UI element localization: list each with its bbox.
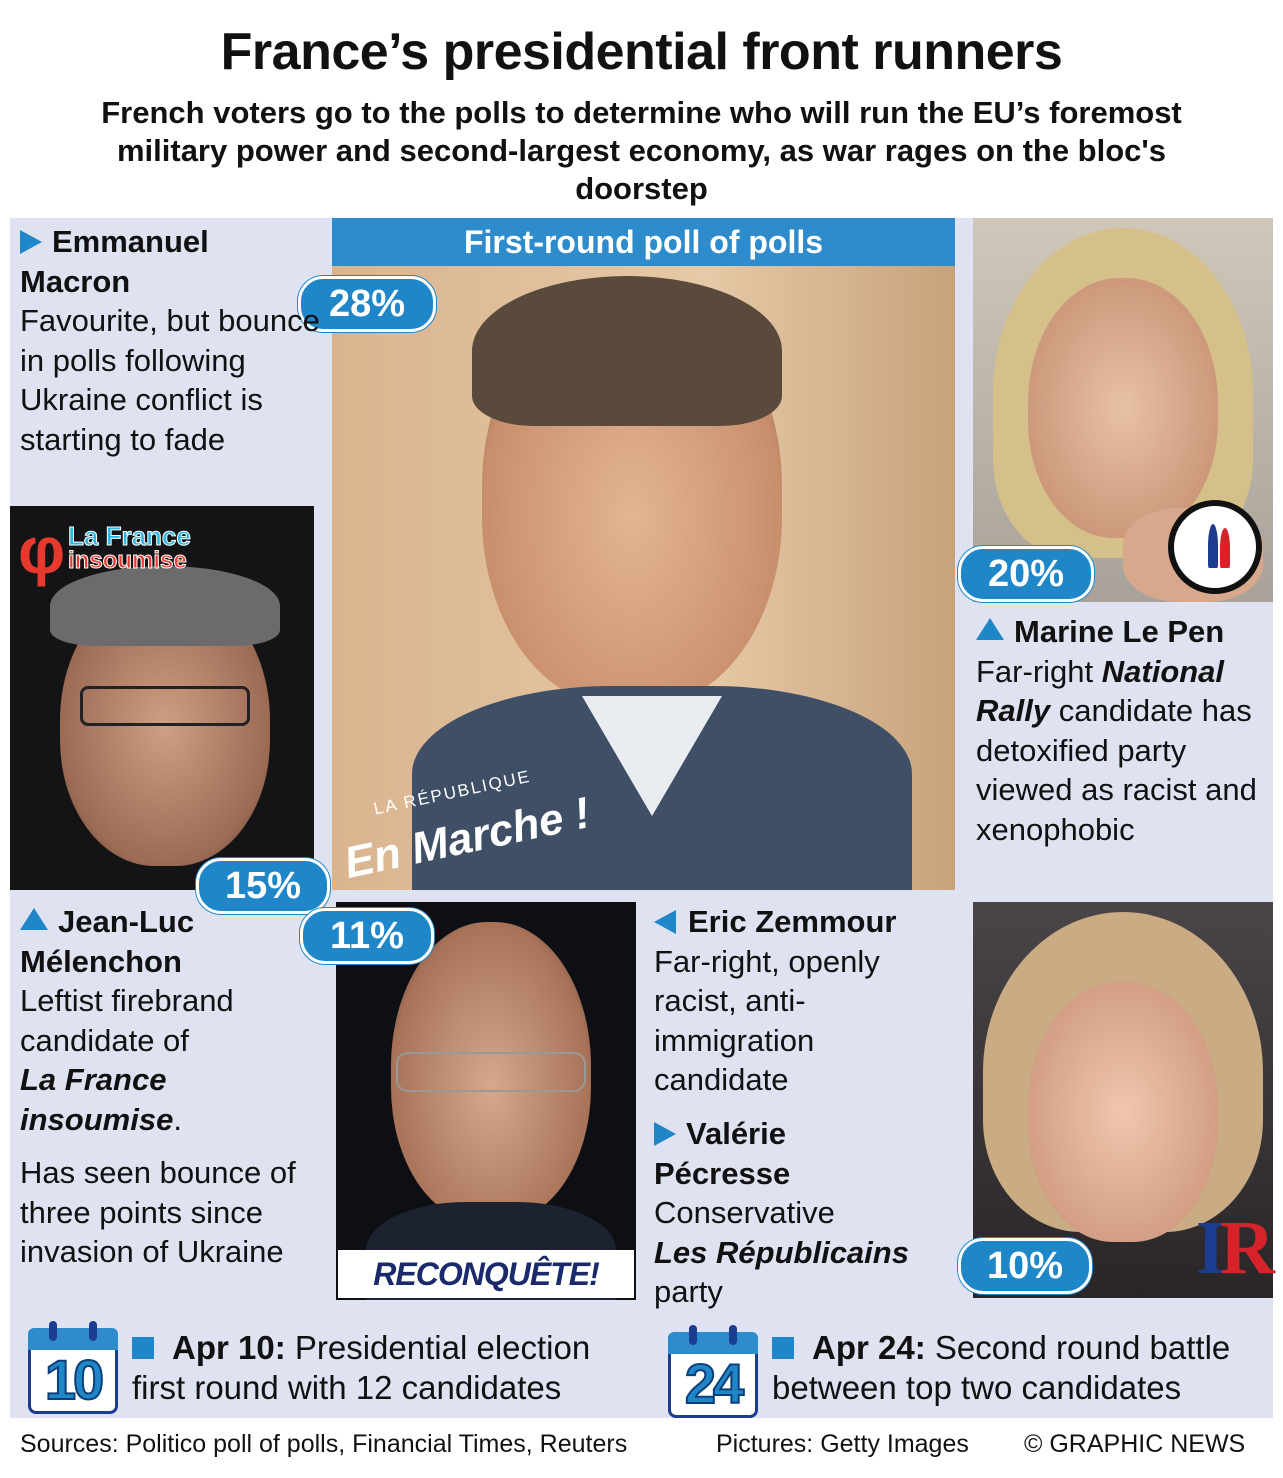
zemmour-poll-badge: 11% xyxy=(300,908,434,964)
triangle-up-icon xyxy=(976,618,1004,640)
poll-header: First-round poll of polls xyxy=(332,218,955,266)
zemmour-name-text: Eric Zemmour xyxy=(688,904,897,939)
pecresse-photo xyxy=(973,902,1273,1298)
date-2: Apr 24: Second round battle between top … xyxy=(772,1328,1272,1408)
reconquete-logo: RECONQUÊTE! xyxy=(338,1250,634,1298)
pecresse-poll-badge: 10% xyxy=(958,1238,1092,1294)
triangle-up-icon xyxy=(20,908,48,930)
phi-icon: φ xyxy=(18,513,66,587)
lfi-logo-line1: La France xyxy=(68,521,192,551)
date-2-label: Apr 24: xyxy=(812,1329,926,1366)
calendar-icon: 10 xyxy=(28,1321,118,1414)
pecresse-text: Valérie Pécresse Conservative Les Républ… xyxy=(654,1114,964,1312)
calendar-day: 24 xyxy=(684,1352,745,1416)
macron-name-line2: Macron xyxy=(20,263,131,299)
rn-flame-red xyxy=(1220,528,1230,568)
le-pen-text: Marine Le Pen Far-right National Rally c… xyxy=(976,612,1266,849)
le-pen-party: National Rally xyxy=(976,653,1225,729)
zemmour-text: Eric Zemmour Far-right, openly racist, a… xyxy=(654,902,954,1100)
melenchon-photo xyxy=(10,506,314,890)
pecresse-name-line2: Pécresse xyxy=(654,1155,791,1191)
macron-description: Favourite, but bounce in polls following… xyxy=(20,303,320,457)
pecresse-name-line1: Valérie xyxy=(686,1116,786,1151)
melenchon-desc-pre: Leftist firebrand candidate of xyxy=(20,983,234,1058)
melenchon-party: La France insoumise xyxy=(20,1062,174,1137)
date-1-text: Presidential election first round with 1… xyxy=(132,1329,591,1406)
le-pen-desc-post: candidate has detoxified party viewed as… xyxy=(976,693,1257,847)
date-1-label: Apr 10: xyxy=(172,1329,286,1366)
footer-sources: Sources: Politico poll of polls, Financi… xyxy=(20,1430,628,1458)
rn-flame-blue xyxy=(1208,524,1218,568)
date-2-text: Second round battle between top two cand… xyxy=(772,1329,1231,1406)
triangle-right-icon xyxy=(20,230,42,254)
page-title: France’s presidential front runners xyxy=(220,23,1063,81)
pecresse-desc-post: party xyxy=(654,1274,723,1309)
pecresse-name: Valérie Pécresse xyxy=(654,1114,964,1193)
lr-letter-l: I xyxy=(1196,1206,1226,1290)
melenchon-name-line2: Mélenchon xyxy=(20,943,182,979)
calendar-day: 10 xyxy=(44,1348,105,1412)
macron-photo xyxy=(332,266,955,890)
macron-name: Emmanuel Macron xyxy=(20,222,320,301)
lfi-logo-line2: insoumise xyxy=(68,547,188,574)
pecresse-desc1: Conservative xyxy=(654,1195,835,1230)
national-rally-logo xyxy=(1168,500,1262,594)
le-pen-name-text: Marine Le Pen xyxy=(1014,614,1225,649)
le-pen-desc-pre: Far-right xyxy=(976,653,1102,689)
page-subtitle: French voters go to the polls to determi… xyxy=(101,95,1182,206)
triangle-right-icon xyxy=(654,1122,676,1146)
macron-name-line1: Emmanuel xyxy=(52,224,209,259)
melenchon-text: Jean-Luc Mélenchon Leftist firebrand can… xyxy=(20,902,320,1272)
lr-letter-r: R xyxy=(1220,1206,1275,1290)
macron-text: Emmanuel Macron Favourite, but bounce in… xyxy=(20,222,320,459)
footer-credit: © GRAPHIC NEWS xyxy=(1024,1430,1246,1458)
le-pen-name: Marine Le Pen xyxy=(976,612,1266,652)
le-pen-description: Far-right National Rally candidate has d… xyxy=(976,652,1266,850)
date-1: Apr 10: Presidential election first roun… xyxy=(132,1328,652,1408)
zemmour-description: Far-right, openly racist, anti-immigrati… xyxy=(654,943,880,1098)
footer-pictures: Pictures: Getty Images xyxy=(716,1430,969,1458)
square-bullet-icon xyxy=(132,1337,154,1359)
le-pen-poll-badge: 20% xyxy=(958,546,1094,602)
melenchon-description: Leftist firebrand candidate of La France … xyxy=(20,981,320,1139)
pecresse-party: Les Républicains xyxy=(654,1234,909,1270)
melenchon-name: Jean-Luc Mélenchon xyxy=(20,902,320,981)
melenchon-description-2: Has seen bounce of three points since in… xyxy=(20,1155,296,1269)
calendar-icon: 24 xyxy=(668,1325,758,1418)
macron-poll-badge: 28% xyxy=(298,276,436,332)
melenchon-poll-badge: 15% xyxy=(196,858,330,914)
melenchon-desc-post: . xyxy=(173,1101,182,1137)
la-france-insoumise-logo: φ La France insoumise xyxy=(18,516,248,586)
triangle-left-icon xyxy=(654,910,676,934)
zemmour-name: Eric Zemmour xyxy=(654,902,954,942)
square-bullet-icon xyxy=(772,1337,794,1359)
melenchon-name-line1: Jean-Luc xyxy=(58,904,195,939)
